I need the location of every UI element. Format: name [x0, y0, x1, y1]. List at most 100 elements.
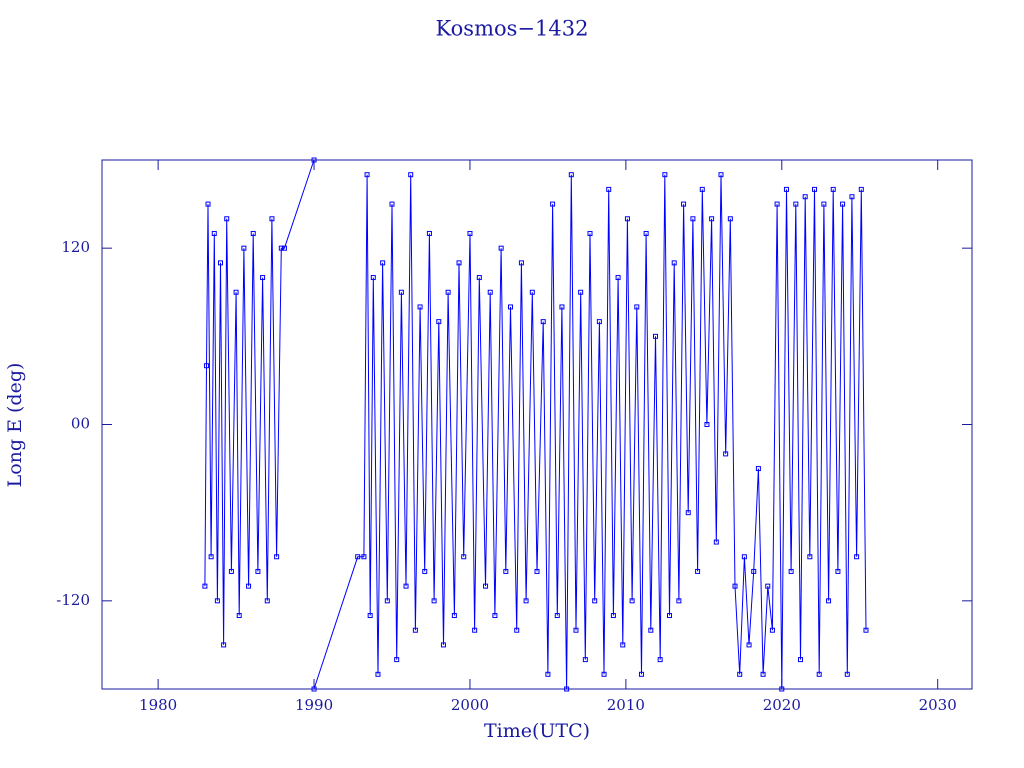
data-point	[751, 568, 757, 574]
data-point	[610, 613, 616, 619]
data-point	[615, 275, 621, 281]
data-point	[241, 245, 247, 251]
data-point	[260, 275, 266, 281]
data-point	[361, 554, 367, 560]
data-point	[816, 671, 822, 677]
data-point	[741, 554, 747, 560]
data-point	[236, 613, 242, 619]
data-point	[573, 627, 579, 633]
data-point	[638, 671, 644, 677]
data-point	[278, 245, 284, 251]
data-point	[844, 671, 850, 677]
data-point	[854, 554, 860, 560]
data-point	[370, 275, 376, 281]
data-point	[690, 216, 696, 222]
data-point	[769, 627, 775, 633]
data-point	[807, 554, 813, 560]
data-point	[498, 245, 504, 251]
data-point	[269, 216, 275, 222]
data-point	[221, 642, 227, 648]
data-point	[436, 319, 442, 325]
data-point	[652, 333, 658, 339]
data-point	[755, 466, 761, 472]
data-point	[858, 186, 864, 192]
data-point	[540, 319, 546, 325]
data-point	[440, 642, 446, 648]
data-point	[657, 657, 663, 663]
data-point	[403, 583, 409, 589]
data-point	[545, 671, 551, 677]
data-point	[417, 304, 423, 310]
data-point	[797, 657, 803, 663]
data-point	[375, 671, 381, 677]
data-point	[311, 686, 317, 692]
data-point	[802, 194, 808, 200]
y-tick-label: 00	[71, 415, 90, 433]
data-point	[426, 230, 432, 236]
data-point	[671, 260, 677, 266]
x-tick-label: 2030	[919, 696, 957, 714]
data-point	[398, 289, 404, 295]
data-point	[208, 554, 214, 560]
data-point	[713, 539, 719, 545]
data-point	[250, 230, 256, 236]
data-point	[601, 671, 607, 677]
data-point	[596, 319, 602, 325]
data-point	[408, 172, 414, 178]
data-point	[202, 583, 208, 589]
data-point	[264, 598, 270, 604]
data-point	[523, 598, 529, 604]
data-point	[384, 598, 390, 604]
data-point	[554, 613, 560, 619]
data-point	[676, 598, 682, 604]
data-point	[849, 194, 855, 200]
data-point	[568, 172, 574, 178]
data-point	[483, 583, 489, 589]
x-axis-label: Time(UTC)	[484, 720, 590, 742]
plot-frame	[101, 159, 973, 690]
data-point	[217, 260, 223, 266]
data-point	[203, 363, 209, 369]
data-point	[643, 230, 649, 236]
y-tick-label: -120	[56, 591, 90, 609]
data-point	[765, 583, 771, 589]
data-point	[578, 289, 584, 295]
data-line	[204, 159, 867, 690]
data-point	[281, 245, 287, 251]
data-point	[534, 568, 540, 574]
data-point	[214, 598, 220, 604]
data-point	[624, 216, 630, 222]
data-point	[704, 422, 710, 427]
data-point	[461, 554, 467, 560]
data-point	[835, 568, 841, 574]
data-point	[727, 216, 733, 222]
data-point	[709, 216, 715, 222]
data-point	[760, 671, 766, 677]
data-point	[695, 568, 701, 574]
data-point	[667, 613, 673, 619]
data-point	[550, 201, 556, 207]
data-point	[718, 172, 724, 178]
data-point	[662, 172, 668, 178]
data-point	[685, 510, 691, 516]
data-point	[503, 568, 509, 574]
data-point	[476, 275, 482, 281]
data-point	[380, 260, 386, 266]
data-point	[863, 627, 869, 633]
data-point	[723, 451, 729, 457]
data-point	[559, 304, 565, 310]
data-point	[634, 304, 640, 310]
data-point	[492, 613, 498, 619]
data-point	[681, 201, 687, 207]
x-tick-label: 2010	[607, 696, 645, 714]
y-axis-label: Long E (deg)	[4, 363, 26, 488]
data-point	[445, 289, 451, 295]
data-point	[507, 304, 513, 310]
data-point	[592, 598, 598, 604]
data-point	[746, 642, 752, 648]
data-point	[629, 598, 635, 604]
data-point	[451, 613, 457, 619]
data-point	[228, 568, 234, 574]
data-point	[648, 627, 654, 633]
data-point	[514, 627, 520, 633]
